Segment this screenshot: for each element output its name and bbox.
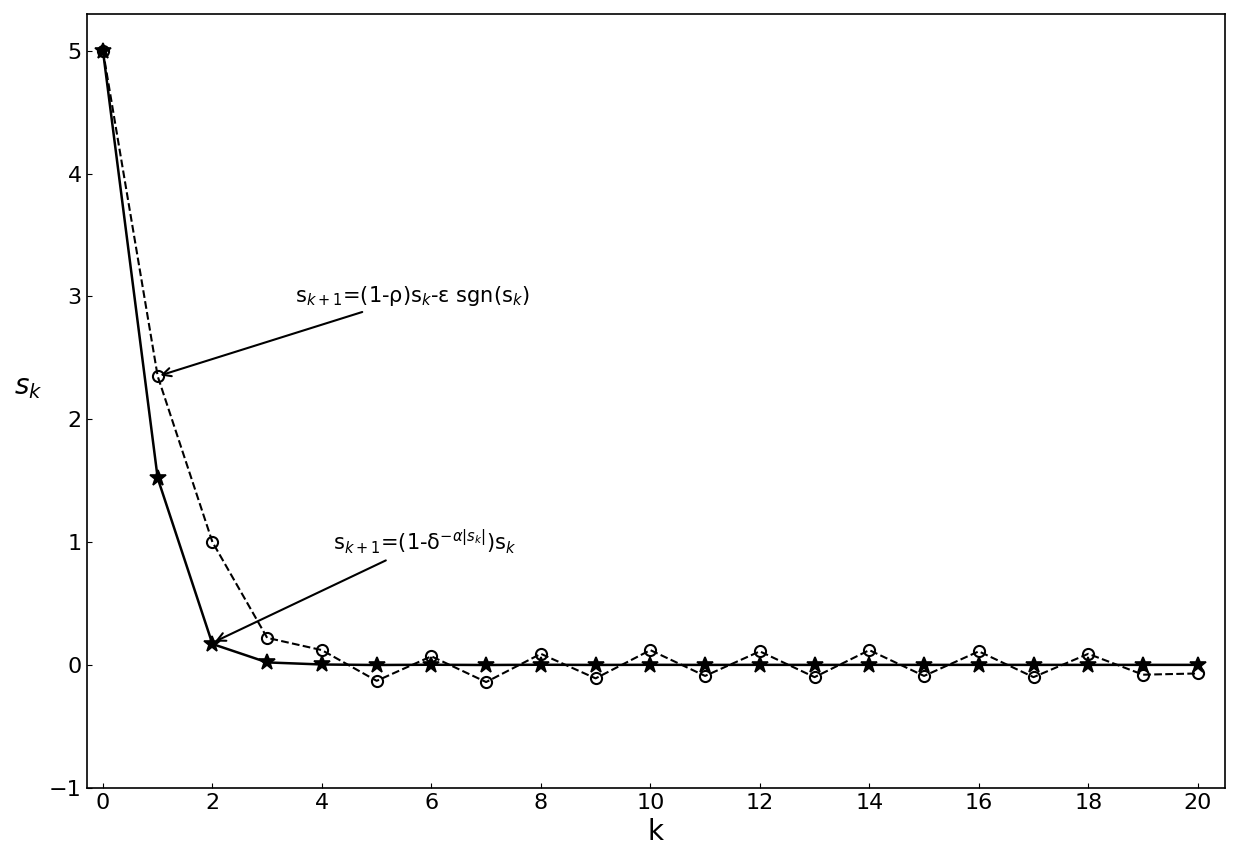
X-axis label: k: k xyxy=(648,818,664,846)
Text: s$_{k+1}$=(1-δ$^{-α|s_k|}$)s$_k$: s$_{k+1}$=(1-δ$^{-α|s_k|}$)s$_k$ xyxy=(217,528,517,641)
Text: s$_{k+1}$=(1-ρ)s$_k$-ε sgn(s$_k$): s$_{k+1}$=(1-ρ)s$_k$-ε sgn(s$_k$) xyxy=(162,285,529,376)
Y-axis label: $s_k$: $s_k$ xyxy=(14,372,42,401)
